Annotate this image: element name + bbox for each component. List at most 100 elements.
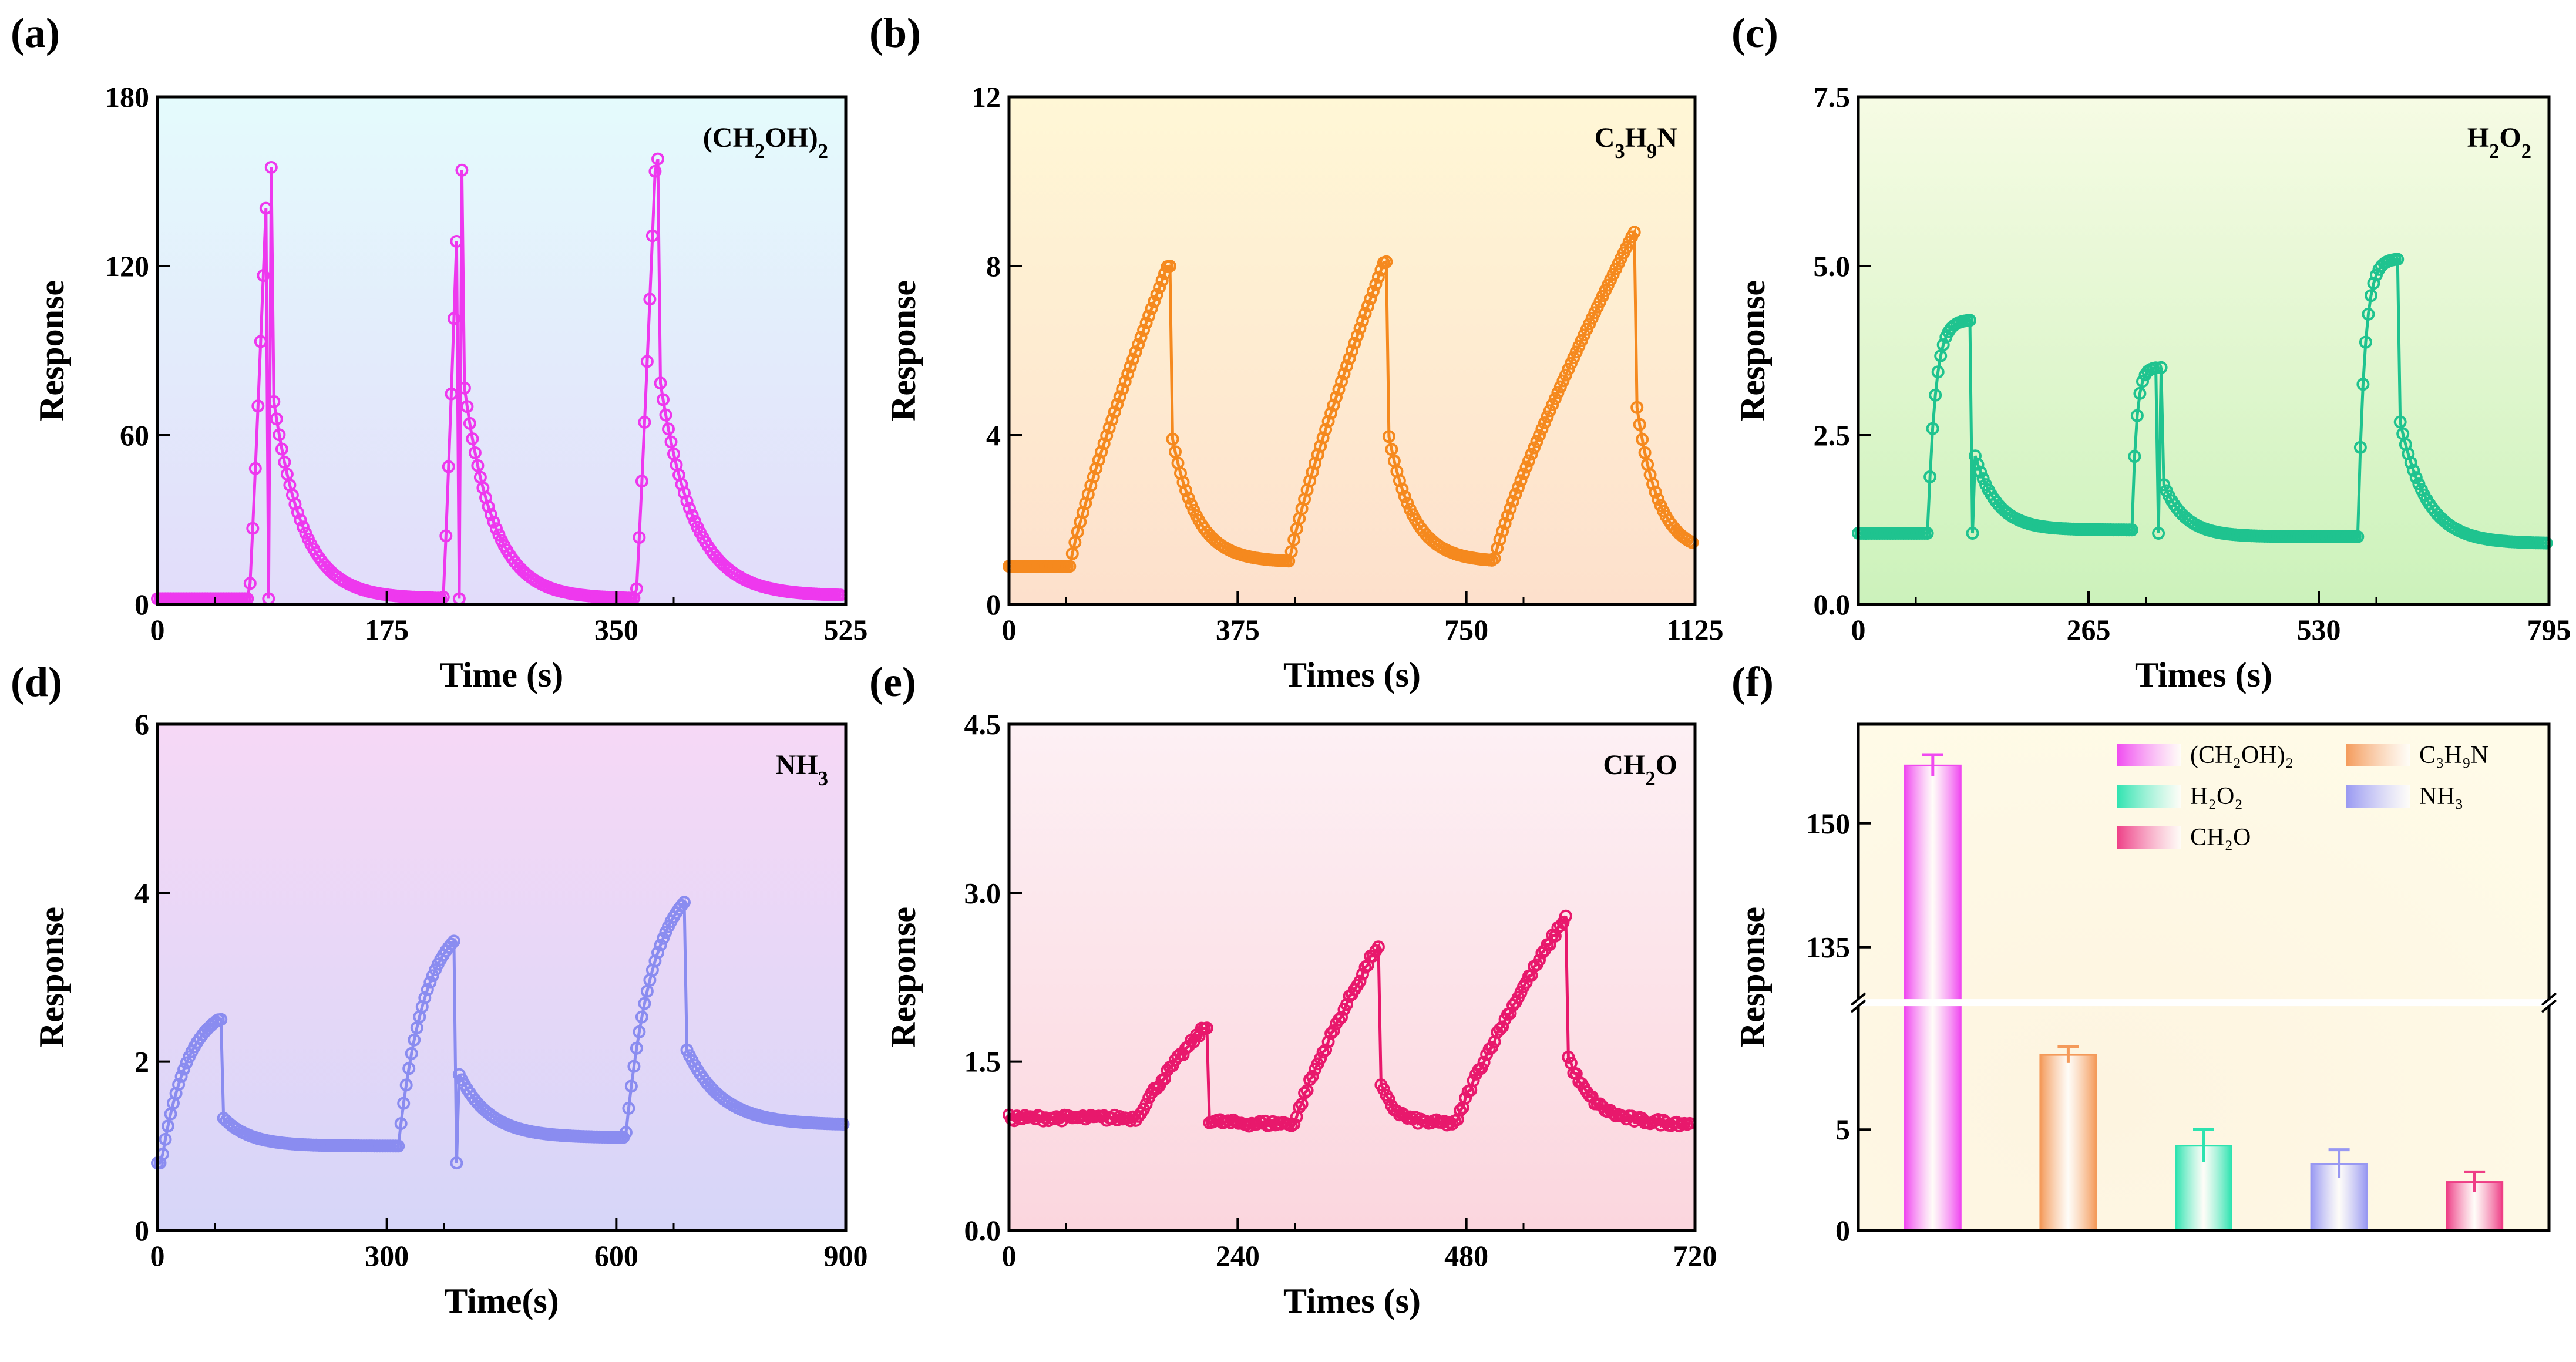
data-point [2133,386,2147,400]
data-point [1337,367,1351,381]
plot-frame [1857,95,2551,606]
data-point [1132,338,1145,351]
panel-label: (c) [1731,9,1778,56]
data-point [1501,509,1514,523]
data-point [1546,398,1559,411]
data-point [1627,226,1641,239]
data-point [1155,274,1169,287]
data-point [1966,527,1979,540]
data-point [1145,302,1158,315]
data-point [651,152,664,166]
data-point [278,456,291,469]
data-point [2359,335,2372,349]
data-point [1139,1097,1153,1111]
data-point [1496,524,1509,538]
bar-(CH2OH)2 [1904,764,1962,1232]
gas-label: NH3 [776,749,828,790]
data-point [627,1060,641,1073]
data-point [1179,484,1192,497]
legend-swatch [2346,744,2410,766]
data-point [1335,1011,1348,1024]
legend-label: NH₃ [2419,783,2463,810]
data-point [450,1156,463,1170]
data-point [1475,1061,1488,1075]
data-point [1097,437,1111,450]
data-point [1100,429,1114,442]
data-point [1111,398,1124,411]
x-tick-label: 0 [1851,613,1866,646]
data-point [624,1079,638,1093]
data-point [1533,429,1546,442]
data-point [1533,953,1546,967]
x-tick-label: 525 [824,613,868,646]
data-point [1385,443,1398,456]
data-point [1551,386,1565,399]
data-point [1504,1007,1517,1020]
y-tick-label: 3.0 [964,876,1001,909]
data-point [418,991,432,1004]
y-tick-label: 0 [134,1214,149,1247]
x-axis-label: Times (s) [2135,655,2272,694]
y-tick-label: 2.5 [1814,419,1851,452]
data-point [487,515,500,529]
data-point [1522,454,1535,468]
data-point [1366,285,1380,298]
data-point [445,387,458,401]
data-point [1284,545,1298,559]
data-point [1538,416,1551,429]
data-point [836,1118,850,1131]
data-point [1535,422,1549,436]
data-point [1401,496,1414,510]
data-point [2365,289,2377,302]
x-tick-label: 480 [1444,1239,1488,1272]
data-point [654,376,667,390]
data-point [1467,1074,1480,1087]
y-tick-label: 60 [120,419,149,452]
axis-break-mark [2541,999,2557,1013]
data-point [1541,410,1554,423]
legend-label: (CH₂OH)₂ [2190,742,2293,769]
data-point [1923,470,1937,483]
data-point [243,577,257,590]
series-markers [1852,253,2553,550]
y-tick-label: 180 [105,80,149,113]
data-point [442,460,455,473]
data-point [1330,391,1343,404]
data-point [638,416,651,429]
x-axis-label: Times (s) [1283,655,1421,694]
data-point [1332,383,1346,396]
series-markers [151,152,847,606]
data-point [648,954,662,968]
x-tick-label: 720 [1673,1239,1717,1272]
y-tick-label: 0 [1835,1214,1850,1247]
plot-background [1009,724,1695,1230]
data-point [1316,1045,1330,1059]
data-point [1340,998,1353,1011]
data-point [455,163,469,177]
panel-d: 0 300 600 900 0 2 4 6 Time(s) Response NH3 [32,708,868,1320]
data-point [270,412,283,426]
panel-label: (f) [1731,658,1774,705]
data-point [1617,1110,1630,1123]
gas-label: CH2O [1603,749,1677,790]
x-tick-label: 350 [594,613,638,646]
data-point [1353,974,1367,988]
x-tick-label: 900 [824,1239,868,1272]
data-point [1493,1023,1506,1036]
data-point [2391,253,2405,266]
data-point [1351,329,1364,342]
data-point [659,408,672,422]
data-point [450,235,463,248]
data-point [177,1062,191,1076]
y-tick-label: 5 [1835,1113,1850,1146]
y-tick-label: 12 [971,80,1001,113]
data-point [640,355,654,368]
data-point [1498,517,1512,530]
data-point [680,495,694,508]
legend-swatch [2346,785,2410,808]
data-point [1548,392,1562,405]
data-point [174,1070,188,1083]
data-point [645,229,659,243]
data-point [1343,352,1356,365]
y-tick-label: 0.0 [1814,588,1851,621]
